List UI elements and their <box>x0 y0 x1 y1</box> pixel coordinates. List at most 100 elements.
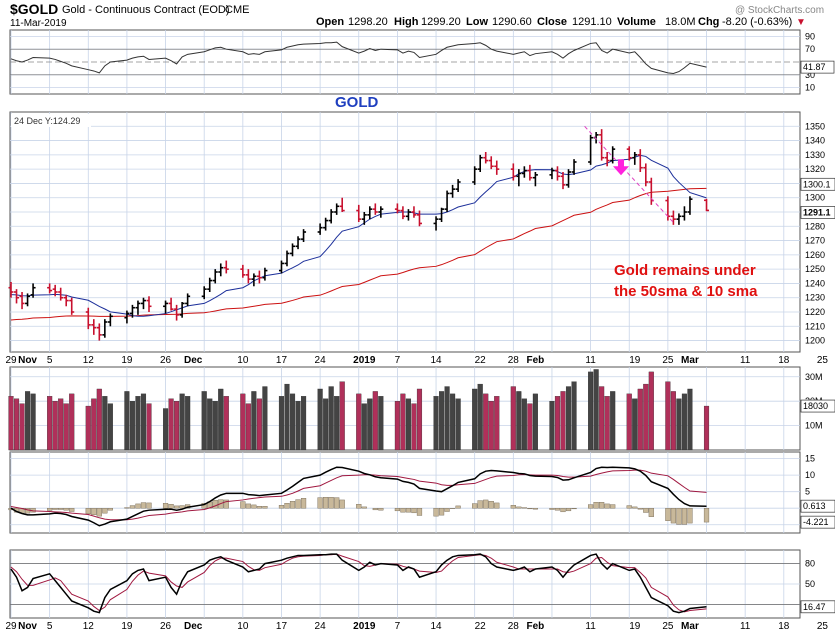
volume-bar <box>301 396 306 450</box>
volume-bar <box>627 394 632 450</box>
macd-histogram-bar <box>240 502 245 509</box>
volume-bar <box>472 389 477 450</box>
x-tick-label: 12 <box>83 355 95 366</box>
macd-histogram-bar <box>47 508 52 510</box>
crosshair-label: 24 Dec Y:124.29 <box>14 116 80 126</box>
x-tick-label: 25 <box>662 355 674 366</box>
open-label: Open <box>316 16 344 28</box>
x-tick-label: 10 <box>237 621 249 632</box>
volume-bar <box>494 396 499 450</box>
volume-bar <box>704 406 709 450</box>
x-tick-label: Dec <box>184 621 203 632</box>
volume-bar <box>406 399 411 450</box>
stockcharts-watermark: @ StockCharts.com <box>735 5 824 16</box>
price-tick-label: 1200 <box>805 336 825 346</box>
volume-bar <box>378 396 383 450</box>
volume-bar <box>489 401 494 450</box>
rsi-badge: 41.87 <box>803 62 826 72</box>
x-tick-label: Feb <box>527 621 545 632</box>
macd-histogram-bar <box>472 504 477 509</box>
x-tick-label: 2019 <box>353 355 376 366</box>
macd-histogram-bar <box>97 508 102 516</box>
volume-bar <box>257 399 262 450</box>
volume-bar <box>373 391 378 450</box>
volume-tick-label: 30M <box>805 372 823 382</box>
volume-bar <box>246 404 251 450</box>
volume-bar <box>64 404 69 450</box>
volume-bar <box>367 399 372 450</box>
x-tick-label: 19 <box>629 621 641 632</box>
macd-histogram-bar <box>378 508 383 510</box>
volume-bar <box>147 404 152 450</box>
volume-bar <box>561 391 566 450</box>
stoch-tick-label: 80 <box>805 559 815 569</box>
volume-bar <box>599 387 604 450</box>
volume-bar <box>356 394 361 450</box>
macd-histogram-bar <box>566 508 571 511</box>
x-tick-label: 5 <box>47 355 53 366</box>
x-tick-label: 18 <box>778 621 790 632</box>
volume-bar <box>456 399 461 450</box>
x-tick-label: 5 <box>47 621 53 632</box>
volume-bar <box>638 389 643 450</box>
volume-bar <box>224 396 229 450</box>
macd-histogram-bar <box>527 508 532 509</box>
volume-bar <box>643 384 648 450</box>
volume-bar <box>130 401 135 450</box>
volume-bar <box>649 372 654 450</box>
volume-bar <box>25 391 30 450</box>
volume-bar <box>439 391 444 450</box>
macd-histogram-bar <box>340 500 345 508</box>
volume-bar <box>185 396 190 450</box>
stoch-badge: 16.47 <box>803 602 826 612</box>
price-tick-label: 1210 <box>805 321 825 331</box>
volume-bar <box>174 401 179 450</box>
volume-bar <box>401 394 406 450</box>
volume-bar <box>20 404 25 450</box>
x-tick-label: 29 <box>5 621 17 632</box>
x-tick-label: 25 <box>817 621 829 632</box>
volume-value: 18.0M <box>665 16 696 28</box>
macd-histogram-bar <box>356 504 361 508</box>
price-tick-label: 1300 <box>805 193 825 203</box>
exchange-label: CME <box>225 4 249 16</box>
macd-histogram-bar <box>627 506 632 509</box>
macd-histogram-bar <box>632 507 637 508</box>
x-tick-label: 18 <box>778 355 790 366</box>
x-tick-label: 11 <box>740 621 751 632</box>
volume-bar <box>86 406 91 450</box>
macd-histogram-bar <box>494 503 499 508</box>
x-tick-label: 10 <box>237 355 249 366</box>
volume-bar <box>97 389 102 450</box>
volume-bar <box>555 396 560 450</box>
price-tick-label: 1330 <box>805 150 825 160</box>
price-tick-label: 1280 <box>805 221 825 231</box>
volume-bar <box>69 394 74 450</box>
macd-histogram-bar <box>478 501 483 509</box>
macd-histogram-bar <box>86 508 91 514</box>
volume-bar <box>677 399 682 450</box>
macd-histogram-bar <box>445 508 450 511</box>
macd-histogram-bar <box>163 503 168 508</box>
macd-histogram-bar <box>323 497 328 508</box>
x-tick-label: 19 <box>121 355 133 366</box>
x-tick-label: 19 <box>629 355 641 366</box>
volume-bar <box>263 387 268 450</box>
macd-histogram-bar <box>147 503 152 508</box>
x-tick-label: 25 <box>662 621 674 632</box>
volume-bar <box>207 399 212 450</box>
volume-bar <box>412 404 417 450</box>
x-tick-label: 29 <box>5 355 17 366</box>
chart-title: GOLD <box>335 94 378 111</box>
macd-histogram-bar <box>561 508 566 512</box>
low-label: Low <box>466 16 488 28</box>
chg-value: -8.20 (-0.63%) <box>722 16 792 28</box>
volume-bar <box>218 389 223 450</box>
macd-histogram-bar <box>522 508 527 509</box>
macd-histogram-bar <box>417 508 422 515</box>
macd-histogram-bar <box>599 502 604 508</box>
panels-layer <box>10 30 800 618</box>
macd-histogram-bar <box>434 508 439 516</box>
volume-bar <box>434 396 439 450</box>
